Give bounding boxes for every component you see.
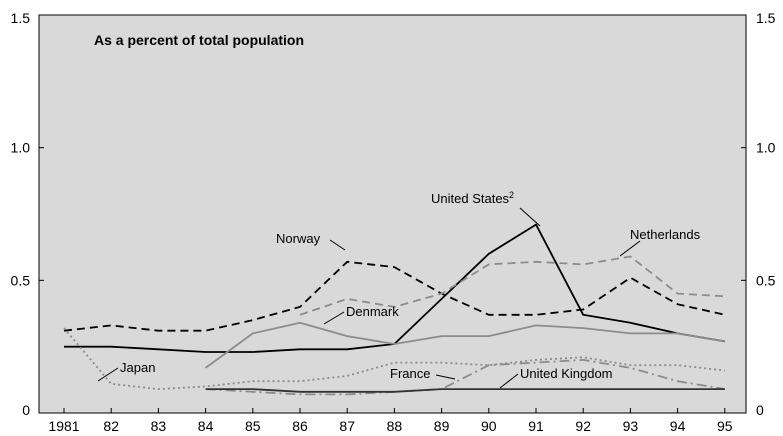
x-tick-label: 91 bbox=[528, 418, 544, 434]
series-layer bbox=[63, 223, 725, 396]
series-line-netherlands bbox=[299, 255, 725, 316]
united-states-footnote: 2 bbox=[509, 190, 514, 200]
netherlands-label: Netherlands bbox=[630, 227, 701, 242]
x-tick-label: 95 bbox=[717, 418, 733, 434]
label-leaders bbox=[97, 207, 641, 389]
france-leader bbox=[435, 374, 456, 380]
y-tick-label-right: 0.5 bbox=[756, 272, 776, 288]
united-kingdom-label: United Kingdom bbox=[520, 366, 613, 381]
denmark-label: Denmark bbox=[346, 304, 399, 319]
norway-label: Norway bbox=[276, 231, 321, 246]
united-kingdom-leader bbox=[499, 373, 519, 389]
x-tick-label: 92 bbox=[575, 418, 591, 434]
x-tick-label: 84 bbox=[198, 418, 214, 434]
series-line-japan bbox=[63, 327, 725, 391]
x-tick-label: 88 bbox=[387, 418, 403, 434]
y-tick-label-right: 0 bbox=[756, 402, 764, 418]
axis-layer: 1981 82 83 84 85 86 87 88 89 90 91 92 93 94 95 0 0 0.5 0.5… bbox=[11, 10, 776, 434]
x-tick-label: 90 bbox=[481, 418, 497, 434]
series-line-france bbox=[205, 358, 725, 396]
x-tick-label: 87 bbox=[339, 418, 355, 434]
x-tick-label: 89 bbox=[434, 418, 450, 434]
series-line-norway bbox=[63, 260, 725, 332]
x-tick-label: 1981 bbox=[48, 418, 79, 434]
denmark-leader bbox=[323, 311, 345, 325]
x-tick-label: 85 bbox=[245, 418, 261, 434]
united-states-leader bbox=[519, 207, 541, 227]
y-tick-label-left: 0 bbox=[22, 402, 30, 418]
japan-leader bbox=[97, 367, 119, 382]
united-states-label: United States bbox=[431, 191, 510, 206]
x-tick-label: 83 bbox=[151, 418, 167, 434]
series-line-united-kingdom bbox=[205, 388, 725, 393]
y-tick-label-right: 1.5 bbox=[756, 10, 776, 26]
label-united-states: United States2 bbox=[431, 190, 514, 206]
x-tick-label: 94 bbox=[670, 418, 686, 434]
y-tick-label-left: 1.5 bbox=[11, 10, 31, 26]
france-label: France bbox=[390, 366, 430, 381]
japan-label: Japan bbox=[120, 360, 155, 375]
plot-frame bbox=[38, 14, 747, 414]
plot-area bbox=[39, 15, 746, 413]
x-tick-label: 82 bbox=[103, 418, 119, 434]
norway-leader bbox=[329, 239, 346, 251]
x-tick-label: 93 bbox=[623, 418, 639, 434]
series-line-denmark bbox=[205, 321, 725, 369]
netherlands-leader bbox=[619, 240, 641, 257]
chart-title: As a percent of total population bbox=[94, 32, 304, 48]
x-tick-label: 86 bbox=[292, 418, 308, 434]
y-tick-label-right: 1.0 bbox=[756, 140, 776, 156]
svg-text:United States2: United States2 bbox=[431, 190, 514, 206]
y-tick-label-left: 0.5 bbox=[11, 272, 31, 288]
y-tick-label-left: 1.0 bbox=[11, 140, 31, 156]
